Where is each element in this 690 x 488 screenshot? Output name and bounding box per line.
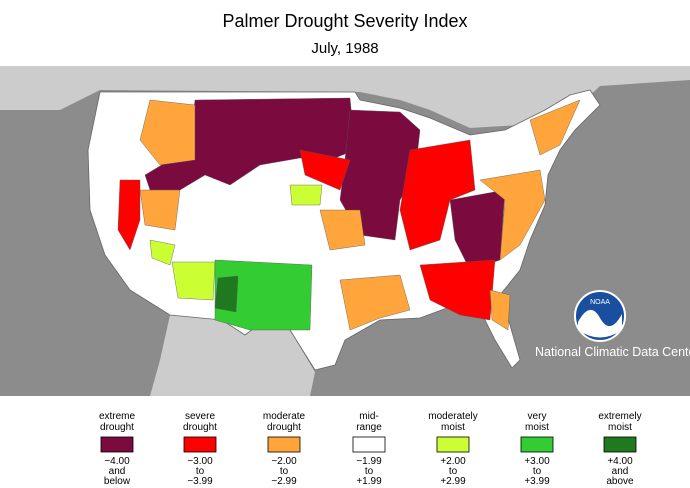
- region: [171, 261, 216, 301]
- region: [139, 99, 196, 166]
- region: [399, 139, 476, 251]
- legend-range: and: [109, 466, 126, 477]
- subtitle: July, 1988: [311, 40, 378, 57]
- region: [214, 275, 239, 313]
- legend-range: below: [104, 476, 131, 487]
- legend-label: extremely: [598, 411, 641, 422]
- legend-range: −2.99: [271, 476, 297, 487]
- region: [529, 99, 581, 156]
- mexico: [150, 315, 315, 396]
- legend-range: −3.99: [187, 476, 213, 487]
- drought-regions: [117, 97, 581, 331]
- region: [139, 189, 181, 231]
- region: [214, 259, 313, 331]
- region: [489, 289, 511, 331]
- legend-range: +3.99: [524, 476, 550, 487]
- legend-label: mid-: [359, 411, 378, 422]
- logo-text: NOAA: [590, 299, 610, 306]
- legend-swatch: [603, 436, 637, 453]
- legend-range: −2.00: [271, 456, 297, 467]
- legend-label: extreme: [99, 411, 136, 422]
- legend-label: moist: [441, 422, 465, 433]
- region: [479, 169, 546, 261]
- legend-range: above: [606, 476, 634, 487]
- region: [149, 239, 176, 266]
- region: [289, 184, 323, 206]
- legend-range: to: [280, 466, 289, 477]
- canada: [0, 66, 690, 128]
- legend-label: drought: [100, 422, 134, 433]
- legend-label: moist: [608, 422, 632, 433]
- legend-range: +4.00: [607, 456, 633, 467]
- legend-swatch: [352, 436, 386, 453]
- legend-swatch: [436, 436, 470, 453]
- legend-swatch: [183, 436, 217, 453]
- legend-range: to: [365, 466, 374, 477]
- legend-label: moist: [525, 422, 549, 433]
- legend-range: and: [612, 466, 629, 477]
- legend-range: +2.00: [440, 456, 466, 467]
- legend-label: range: [356, 422, 382, 433]
- region: [299, 149, 351, 191]
- legend-range: +2.99: [440, 476, 466, 487]
- legend-range: +3.00: [524, 456, 550, 467]
- title: Palmer Drought Severity Index: [222, 11, 467, 31]
- legend-swatch: [520, 436, 554, 453]
- legend-swatch: [100, 436, 134, 453]
- map: NOAA National Climatic Data Center: [0, 66, 690, 396]
- region: [419, 259, 496, 321]
- legend-label: very: [528, 411, 547, 422]
- legend-range: +1.99: [356, 476, 382, 487]
- region: [319, 209, 366, 251]
- legend-range: to: [196, 466, 205, 477]
- credit: National Climatic Data Center: [535, 345, 690, 359]
- logo-wave: [578, 309, 622, 338]
- region: [339, 274, 411, 331]
- legend-range: to: [449, 466, 458, 477]
- legend-label: severe: [185, 411, 215, 422]
- legend-range: −3.00: [187, 456, 213, 467]
- region: [117, 179, 141, 251]
- legend-swatch: [267, 436, 301, 453]
- legend-label: drought: [183, 422, 217, 433]
- legend-range: −1.99: [356, 456, 382, 467]
- legend: extremedrought−4.00andbelowseveredrought…: [99, 411, 642, 487]
- legend-range: −4.00: [104, 456, 130, 467]
- legend-label: drought: [267, 422, 301, 433]
- legend-range: to: [533, 466, 542, 477]
- legend-label: moderately: [428, 411, 477, 422]
- legend-label: moderate: [263, 411, 306, 422]
